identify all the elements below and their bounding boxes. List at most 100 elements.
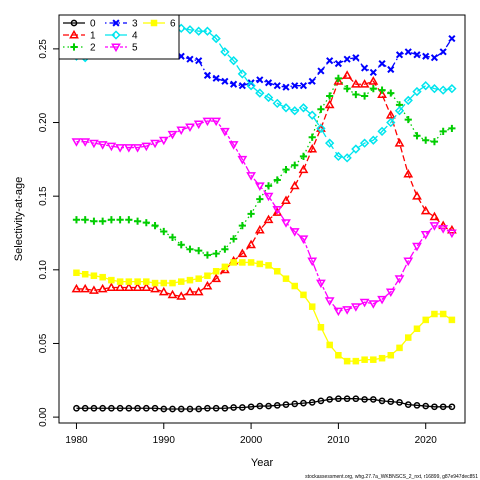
data-point-3-2021 — [430, 54, 439, 62]
data-point-1-1987 — [132, 282, 143, 291]
data-point-1-2012 — [350, 79, 361, 88]
data-point-6-2009 — [326, 341, 333, 349]
data-point-4-2003 — [272, 98, 282, 109]
x-tick-label-2010: 2010 — [327, 435, 350, 446]
data-point-5-2007 — [307, 257, 318, 267]
series-5 — [71, 117, 457, 317]
y-tick-label-0.05: 0.05 — [38, 333, 49, 353]
data-point-2-1984 — [107, 216, 115, 224]
data-point-4-2000 — [246, 81, 256, 91]
data-point-1-2009 — [324, 99, 335, 109]
data-point-2-2005 — [291, 161, 299, 169]
y-tick-label-0.00: 0.00 — [38, 407, 49, 427]
data-point-6-2013 — [361, 356, 368, 363]
data-point-4-2021 — [429, 83, 440, 94]
x-axis-label: Year — [251, 457, 274, 469]
y-axis: 0.00 0.05 0.10 0.15 0.20 0.25 — [38, 39, 60, 427]
data-point-1-2018 — [403, 168, 414, 178]
data-point-2-2007 — [308, 133, 316, 141]
data-point-3-2019 — [413, 51, 421, 59]
data-point-6-2005 — [291, 282, 298, 290]
x-tick-label-1990: 1990 — [153, 435, 176, 446]
data-point-4-1994 — [194, 26, 204, 36]
data-point-3-2003 — [273, 82, 281, 90]
data-point-3-2020 — [422, 52, 430, 60]
data-point-1-1996 — [211, 273, 222, 283]
data-point-6-1985 — [116, 278, 124, 285]
data-point-4-2016 — [386, 117, 396, 128]
data-point-3-1995 — [203, 71, 212, 79]
legend-item-6: 6 — [143, 19, 176, 30]
data-point-4-2015 — [377, 126, 387, 137]
data-point-0-2016 — [387, 398, 395, 405]
data-point-6-1980 — [73, 269, 80, 277]
data-point-0-2000 — [247, 403, 255, 411]
data-point-1-2021 — [429, 211, 440, 221]
data-point-4-1997 — [220, 47, 230, 57]
data-point-1-1982 — [89, 285, 99, 294]
data-point-2-1983 — [99, 217, 107, 225]
data-point-1-1985 — [115, 282, 126, 291]
data-point-0-1985 — [116, 404, 124, 412]
data-point-4-1993 — [185, 25, 195, 35]
data-point-1-2013 — [359, 79, 370, 88]
data-point-0-2005 — [291, 400, 299, 408]
data-point-0-2006 — [300, 399, 307, 407]
legend-label-2: 2 — [90, 43, 96, 54]
data-point-0-1993 — [186, 405, 194, 413]
legend-item-5: 5 — [105, 43, 138, 54]
data-point-6-1991 — [169, 279, 176, 287]
data-point-6-2007 — [308, 303, 316, 310]
data-point-2-2022 — [439, 127, 447, 135]
data-point-1-2017 — [394, 138, 405, 147]
data-point-4-2017 — [394, 106, 405, 116]
data-point-5-2005 — [289, 228, 300, 237]
data-point-0-2018 — [404, 401, 412, 408]
legend-label-6: 6 — [170, 19, 176, 30]
data-point-5-2023 — [447, 229, 457, 239]
data-point-0-2019 — [413, 401, 421, 409]
data-point-4-2022 — [438, 85, 448, 95]
data-point-3-2010 — [334, 60, 342, 68]
data-point-1-2002 — [263, 214, 274, 224]
data-point-0-2017 — [396, 399, 403, 406]
data-point-2-1998 — [230, 235, 238, 243]
data-point-5-2018 — [403, 257, 414, 267]
legend-marker-3 — [112, 19, 120, 27]
data-point-6-1994 — [195, 275, 202, 282]
data-point-3-2012 — [352, 54, 360, 62]
data-point-6-2010 — [335, 351, 342, 359]
data-point-2-1990 — [160, 227, 168, 236]
legend-box — [58, 14, 180, 60]
data-point-0-2011 — [343, 395, 351, 403]
data-point-3-1993 — [186, 55, 194, 63]
data-point-0-2023 — [448, 403, 456, 411]
data-point-6-1982 — [90, 272, 98, 279]
data-point-5-1980 — [71, 138, 82, 147]
series-line-2 — [76, 77, 453, 256]
data-point-1-2006 — [298, 164, 309, 174]
data-point-0-1997 — [221, 404, 229, 412]
data-point-3-2017 — [395, 51, 404, 59]
data-point-1-2016 — [385, 110, 396, 119]
data-point-2-2004 — [282, 166, 290, 174]
data-point-5-2014 — [368, 300, 379, 309]
data-point-1-2001 — [254, 224, 265, 234]
data-point-1-1986 — [123, 282, 134, 291]
data-point-0-1980 — [73, 404, 80, 412]
data-point-4-2018 — [403, 95, 413, 106]
data-point-3-2006 — [299, 82, 308, 90]
data-point-6-1989 — [151, 279, 159, 287]
data-point-0-1981 — [81, 404, 89, 412]
legend-item-2: 2 — [63, 43, 96, 54]
data-point-5-1988 — [141, 142, 152, 152]
data-point-6-2022 — [439, 310, 447, 318]
data-point-6-1981 — [81, 270, 89, 278]
data-point-0-2022 — [439, 403, 447, 411]
data-point-4-2019 — [412, 86, 422, 97]
data-point-6-2020 — [422, 316, 429, 324]
data-point-0-1988 — [142, 404, 150, 412]
legend-label-4: 4 — [132, 31, 138, 42]
data-point-2-2002 — [264, 182, 273, 190]
